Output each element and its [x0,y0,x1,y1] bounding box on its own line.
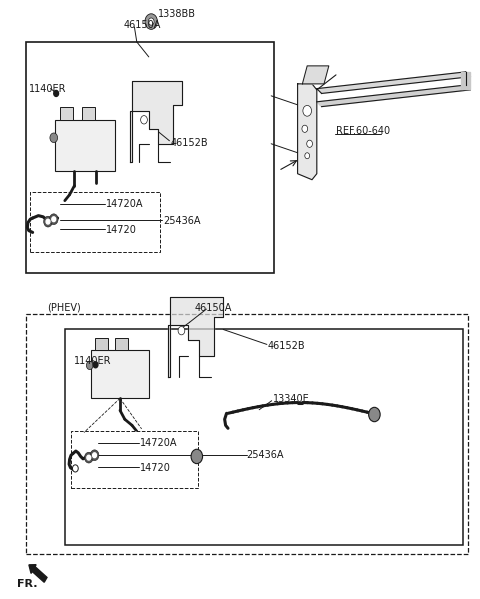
Bar [26,42,274,273]
Polygon shape [130,81,182,162]
Circle shape [54,90,59,96]
Text: 1338BB: 1338BB [158,9,196,19]
Bar [82,107,95,120]
FancyArrow shape [29,565,47,582]
Circle shape [87,455,91,460]
Text: 46152B: 46152B [268,341,305,351]
Bar [91,350,149,398]
Circle shape [93,362,98,368]
Circle shape [46,219,50,224]
Polygon shape [298,84,317,180]
Circle shape [191,449,203,464]
Polygon shape [317,72,470,93]
Bar [95,338,108,350]
Circle shape [148,18,154,25]
Text: REF.60-640: REF.60-640 [336,126,390,135]
Polygon shape [461,72,470,89]
Circle shape [50,133,58,143]
Circle shape [44,216,52,227]
Circle shape [303,105,312,116]
Bar [65,329,463,545]
Polygon shape [168,297,223,377]
Circle shape [90,450,99,461]
Bar [60,107,73,120]
Circle shape [72,465,78,472]
Bar [26,314,468,554]
Bar [55,120,115,171]
Text: 46152B: 46152B [170,138,208,147]
Circle shape [145,14,157,29]
Circle shape [49,214,58,225]
Circle shape [307,140,312,147]
Text: 1140ER: 1140ER [29,84,66,93]
Text: (PHEV): (PHEV) [47,303,81,313]
Text: 46150A: 46150A [194,303,232,313]
Circle shape [302,125,308,132]
Circle shape [178,326,185,335]
Circle shape [369,407,380,422]
Circle shape [52,217,56,222]
Text: 13340E: 13340E [273,394,310,404]
Bar [71,431,198,488]
Text: 1140ER: 1140ER [74,356,112,365]
Text: FR.: FR. [17,579,37,589]
Text: 46150A: 46150A [124,20,161,30]
Polygon shape [317,85,470,107]
Text: 14720A: 14720A [106,199,143,209]
Polygon shape [302,66,329,84]
Bar [115,338,128,350]
Text: 14720A: 14720A [140,438,178,448]
Text: 14720: 14720 [140,464,171,473]
Bar [30,192,160,252]
Text: 14720: 14720 [106,225,136,235]
Circle shape [141,116,147,124]
Circle shape [93,453,96,458]
Circle shape [86,361,93,370]
Circle shape [84,452,93,463]
Text: 25436A: 25436A [247,450,284,460]
Text: 25436A: 25436A [163,216,201,226]
Circle shape [305,153,310,159]
